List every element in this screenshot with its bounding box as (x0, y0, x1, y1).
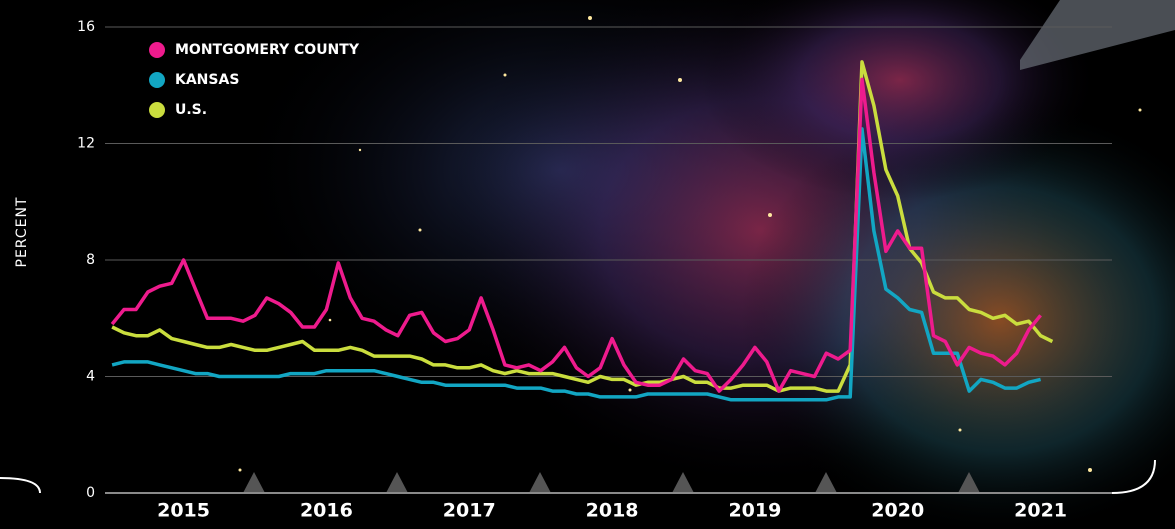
y-tick-label: 4 (86, 369, 95, 385)
page: {"chart_data": {"type": "line", "y_label… (0, 0, 1175, 529)
x-tick-label: 2019 (728, 500, 781, 522)
y-axis-label: PERCENT (14, 197, 30, 268)
chart: PERCENT 0 4 8 12 16 2015 2016 2017 2018 2019 2020 2… (0, 0, 1175, 529)
x-tick-label: 2016 (300, 500, 353, 522)
legend-label: MONTGOMERY COUNTY (175, 42, 360, 58)
legend-swatch (149, 42, 165, 58)
x-tick-label: 2015 (157, 500, 210, 522)
x-tick-label: 2017 (443, 500, 496, 522)
legend-label: KANSAS (175, 72, 239, 88)
legend-swatch (149, 102, 165, 118)
y-tick-label: 0 (86, 485, 95, 501)
y-tick-label: 12 (77, 136, 95, 152)
x-tick-label: 2018 (586, 500, 639, 522)
y-tick-label: 8 (86, 252, 95, 268)
legend-swatch (149, 72, 165, 88)
x-tick-label: 2020 (871, 500, 924, 522)
x-tick-label: 2021 (1014, 500, 1067, 522)
y-tick-label: 16 (77, 19, 95, 35)
legend-label: U.S. (175, 102, 207, 118)
